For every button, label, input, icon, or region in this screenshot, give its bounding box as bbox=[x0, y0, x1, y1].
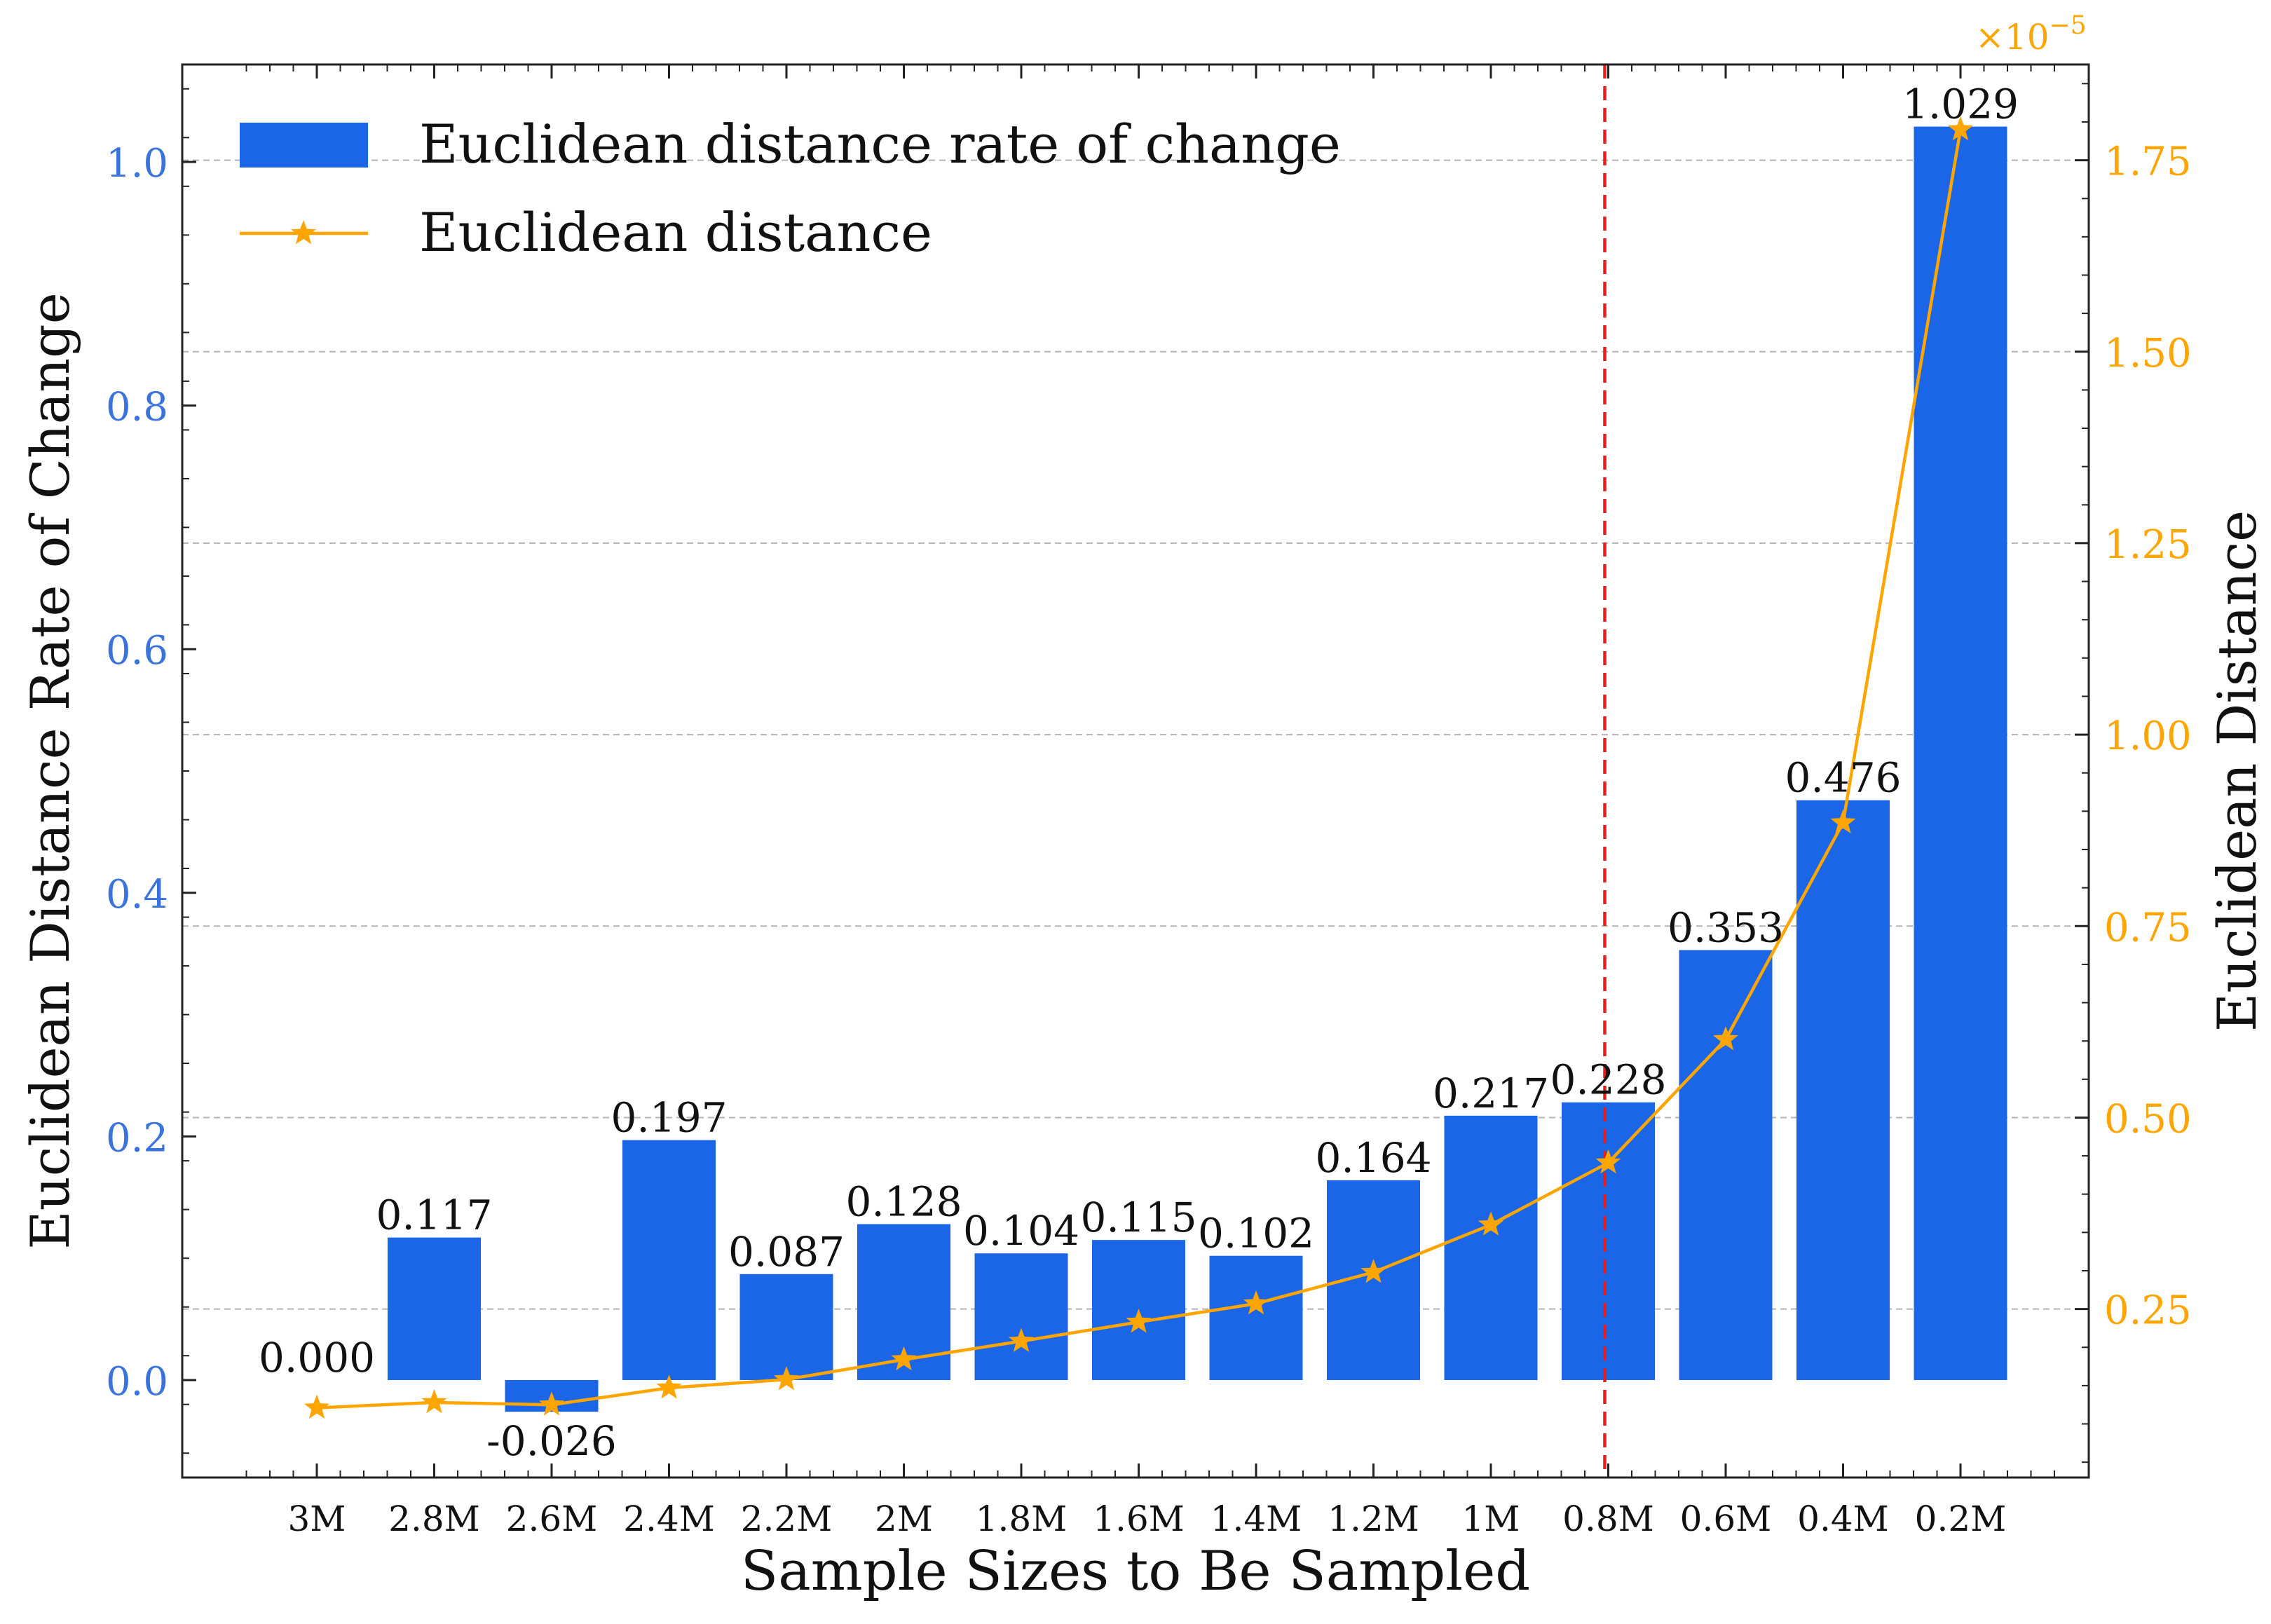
bar-value-label-13: 0.476 bbox=[1785, 754, 1901, 802]
bar-value-label-12: 0.353 bbox=[1668, 903, 1784, 951]
x-tick-label-11: 0.8M bbox=[1562, 1499, 1654, 1539]
distance-point-11 bbox=[1595, 1149, 1621, 1174]
multiplier-exponent: −5 bbox=[2050, 11, 2087, 40]
distance-point-12 bbox=[1712, 1025, 1739, 1051]
x-tick-label-12: 0.6M bbox=[1680, 1499, 1772, 1539]
distance-point-4 bbox=[773, 1366, 800, 1391]
left-tick-label-2: 0.4 bbox=[106, 872, 168, 917]
x-axis-title: Sample Sizes to Be Sampled bbox=[741, 1540, 1530, 1603]
x-tick-label-1: 2.8M bbox=[388, 1499, 480, 1539]
x-tick-label-8: 1.4M bbox=[1210, 1499, 1302, 1539]
bar-value-label-11: 0.228 bbox=[1550, 1056, 1666, 1104]
bar-8 bbox=[1209, 1255, 1303, 1380]
bar-value-label-4: 0.087 bbox=[728, 1228, 845, 1276]
left-tick-label-3: 0.6 bbox=[106, 628, 168, 674]
right-tick-label-5: 1.50 bbox=[2104, 331, 2192, 376]
x-tick-label-6: 1.8M bbox=[976, 1499, 1068, 1539]
distance-point-0 bbox=[304, 1394, 330, 1419]
right-tick-label-6: 1.75 bbox=[2104, 139, 2192, 185]
x-tick-label-4: 2.2M bbox=[741, 1499, 833, 1539]
distance-point-10 bbox=[1478, 1211, 1504, 1236]
legend-bar-swatch bbox=[240, 123, 368, 168]
left-tick-label-1: 0.2 bbox=[106, 1115, 168, 1161]
bar-value-label-6: 0.104 bbox=[963, 1207, 1079, 1255]
bar-value-label-10: 0.217 bbox=[1433, 1070, 1549, 1117]
right-tick-label-0: 0.25 bbox=[2104, 1288, 2192, 1334]
bar-1 bbox=[388, 1237, 481, 1380]
distance-point-8 bbox=[1243, 1290, 1269, 1315]
x-tick-label-13: 0.4M bbox=[1797, 1499, 1889, 1539]
right-tick-label-3: 1.00 bbox=[2104, 714, 2192, 759]
right-axis-title: Euclidean Distance bbox=[2206, 510, 2268, 1032]
bar-10 bbox=[1444, 1115, 1538, 1380]
bar-13 bbox=[1796, 800, 1890, 1380]
bar-value-label-1: 0.117 bbox=[376, 1192, 492, 1239]
right-tick-label-1: 0.50 bbox=[2104, 1096, 2192, 1142]
x-tick-label-5: 2M bbox=[875, 1499, 933, 1539]
x-tick-label-2: 2.6M bbox=[506, 1499, 598, 1539]
bar-12 bbox=[1679, 950, 1773, 1380]
distance-point-5 bbox=[891, 1346, 917, 1371]
x-tick-label-9: 1.2M bbox=[1328, 1499, 1419, 1539]
left-tick-label-0: 0.0 bbox=[106, 1359, 168, 1405]
right-tick-label-2: 0.75 bbox=[2104, 905, 2192, 950]
x-tick-label-10: 1M bbox=[1461, 1499, 1520, 1539]
bar-11 bbox=[1562, 1102, 1655, 1380]
bar-value-label-3: 0.197 bbox=[611, 1094, 727, 1142]
distance-point-13 bbox=[1830, 809, 1856, 834]
right-tick-label-4: 1.25 bbox=[2104, 522, 2192, 568]
legend-star-icon bbox=[290, 220, 317, 245]
bar-value-label-7: 0.115 bbox=[1080, 1194, 1196, 1241]
legend-line-label: Euclidean distance bbox=[419, 201, 932, 264]
left-tick-label-4: 0.8 bbox=[106, 385, 168, 430]
bar-4 bbox=[739, 1274, 833, 1380]
x-tick-label-14: 0.2M bbox=[1915, 1499, 2007, 1539]
multiplier-base: ×10 bbox=[1975, 17, 2050, 57]
bar-3 bbox=[622, 1140, 716, 1380]
distance-point-9 bbox=[1360, 1259, 1386, 1283]
bar-value-label-9: 0.164 bbox=[1315, 1134, 1431, 1182]
left-axis-title: Euclidean Distance Rate of Change bbox=[19, 292, 81, 1249]
x-tick-label-0: 3M bbox=[287, 1499, 346, 1539]
right-axis-multiplier: ×10−5 bbox=[1975, 11, 2087, 57]
distance-point-3 bbox=[656, 1374, 682, 1399]
legend-bar-label: Euclidean distance rate of change bbox=[419, 113, 1341, 175]
bar-6 bbox=[974, 1253, 1068, 1380]
bar-value-label-8: 0.102 bbox=[1198, 1210, 1314, 1257]
distance-point-6 bbox=[1008, 1328, 1035, 1352]
bar-value-label-2: -0.026 bbox=[486, 1417, 617, 1465]
bar-value-label-14: 1.029 bbox=[1902, 81, 2019, 128]
bar-14 bbox=[1914, 126, 2007, 1380]
left-tick-label-5: 1.0 bbox=[106, 141, 168, 186]
distance-point-14 bbox=[1947, 116, 1974, 141]
distance-point-2 bbox=[538, 1391, 565, 1416]
x-tick-label-7: 1.6M bbox=[1093, 1499, 1185, 1539]
distance-point-7 bbox=[1126, 1309, 1152, 1333]
distance-point-1 bbox=[421, 1388, 447, 1414]
x-tick-label-3: 2.4M bbox=[623, 1499, 715, 1539]
bar-value-label-5: 0.128 bbox=[845, 1178, 962, 1226]
bar-value-label-0: 0.000 bbox=[259, 1334, 375, 1381]
